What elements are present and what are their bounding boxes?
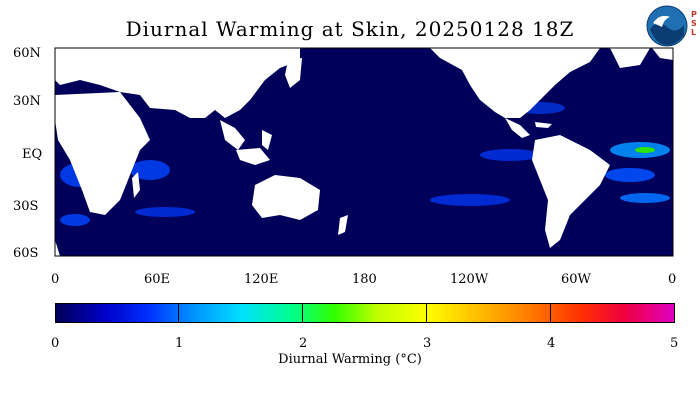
colorbar-tick bbox=[426, 303, 427, 323]
colorbar-tick bbox=[302, 303, 303, 323]
lon-label-60e: 60E bbox=[144, 272, 171, 287]
land-masses bbox=[55, 48, 673, 256]
colorbar-tick-label: 1 bbox=[175, 336, 184, 351]
lat-label-eq: EQ bbox=[22, 147, 43, 162]
colorbar-label: Diurnal Warming (°C) bbox=[278, 352, 422, 367]
lat-label-30s: 30S bbox=[13, 199, 39, 214]
colorbar bbox=[55, 303, 675, 323]
colorbar-tick-label: 4 bbox=[547, 336, 556, 351]
lat-label-30n: 30N bbox=[13, 94, 41, 109]
colorbar-tick-label: 0 bbox=[51, 336, 60, 351]
colorbar-tick-label: 5 bbox=[670, 336, 679, 351]
lon-label-180: 180 bbox=[352, 272, 377, 287]
lon-label-60w: 60W bbox=[561, 272, 591, 287]
lon-label-0-right: 0 bbox=[668, 272, 677, 287]
lon-label-0-left: 0 bbox=[51, 272, 60, 287]
map-frame bbox=[54, 47, 674, 257]
lat-label-60n: 60N bbox=[13, 46, 41, 61]
map-title: Diurnal Warming at Skin, 20250128 18Z bbox=[125, 17, 575, 41]
colorbar-tick bbox=[178, 303, 179, 323]
lon-label-120e: 120E bbox=[244, 272, 279, 287]
colorbar-tick bbox=[550, 303, 551, 323]
colorbar-tick-label: 2 bbox=[299, 336, 308, 351]
colorbar-tick-label: 3 bbox=[423, 336, 432, 351]
lat-label-60s: 60S bbox=[13, 246, 39, 261]
noaa-logo-icon bbox=[646, 5, 688, 47]
lon-label-120w: 120W bbox=[450, 272, 489, 287]
